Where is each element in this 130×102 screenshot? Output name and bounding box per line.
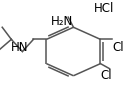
Text: HN: HN [11, 42, 29, 54]
Text: H₂N: H₂N [51, 15, 73, 28]
Text: Cl: Cl [101, 69, 112, 82]
Text: Cl: Cl [112, 42, 124, 54]
Text: HCl: HCl [94, 2, 114, 15]
